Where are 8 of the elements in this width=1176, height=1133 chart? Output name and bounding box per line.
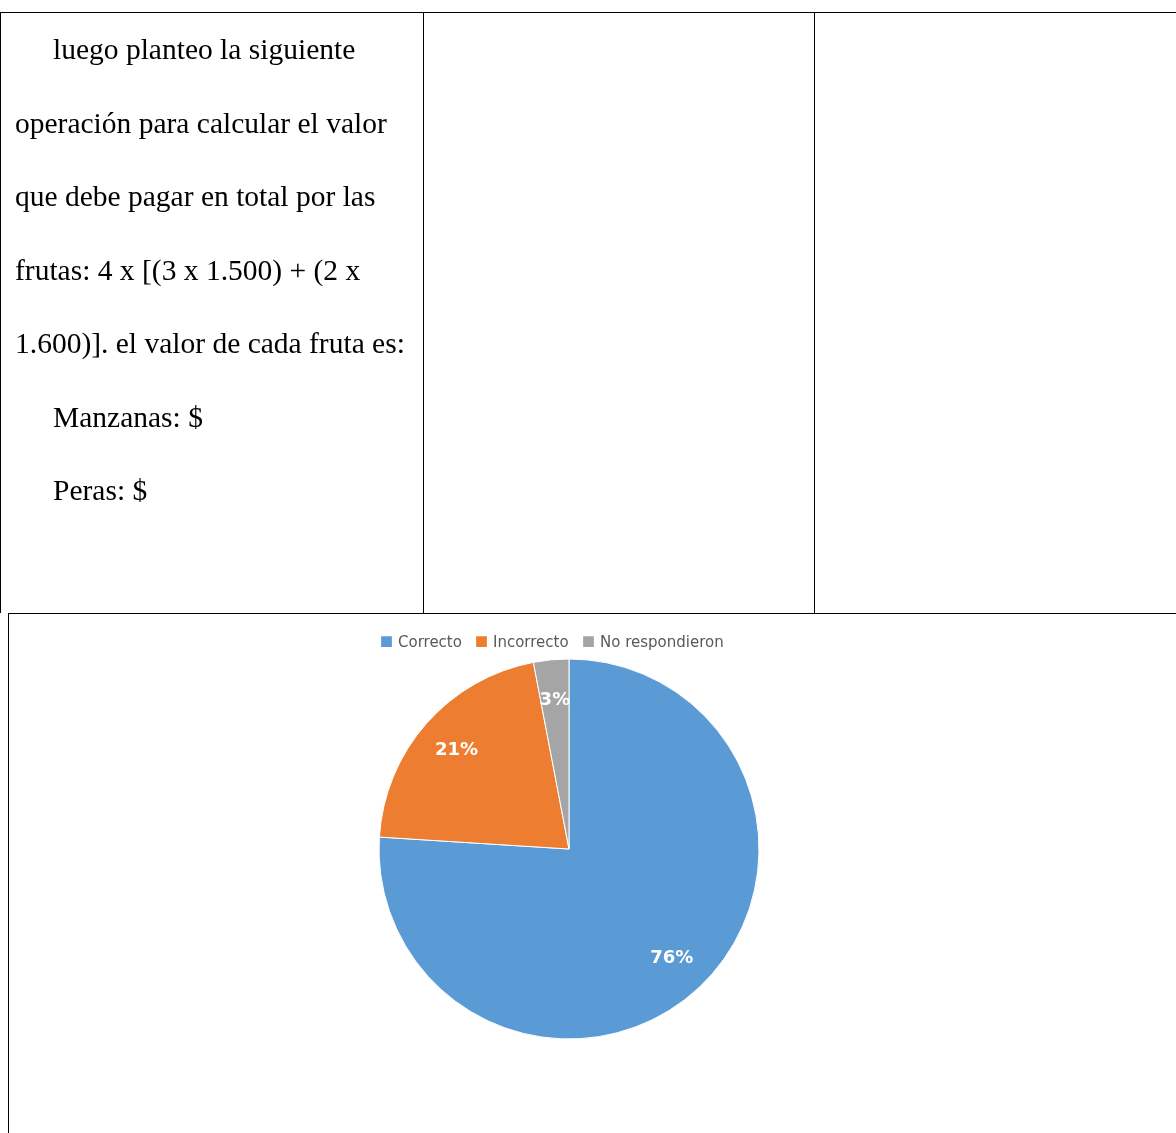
text: luego planteo la siguiente operación para calcular el valor que debe pagar en total por las frutas: 4 x [(3 x 1.500) + (2 x 1.600)]. el valor de cada fruta es: (15, 33, 405, 359)
legend-label: Incorrecto (493, 632, 569, 651)
legend-label: No respondieron (600, 632, 724, 651)
data-label: 76% (650, 946, 694, 968)
data-label: 21% (434, 737, 479, 759)
text: Manzanas: $ (52, 399, 204, 435)
legend-label: Correcto (398, 632, 462, 651)
text: Peras: $ (52, 473, 149, 508)
